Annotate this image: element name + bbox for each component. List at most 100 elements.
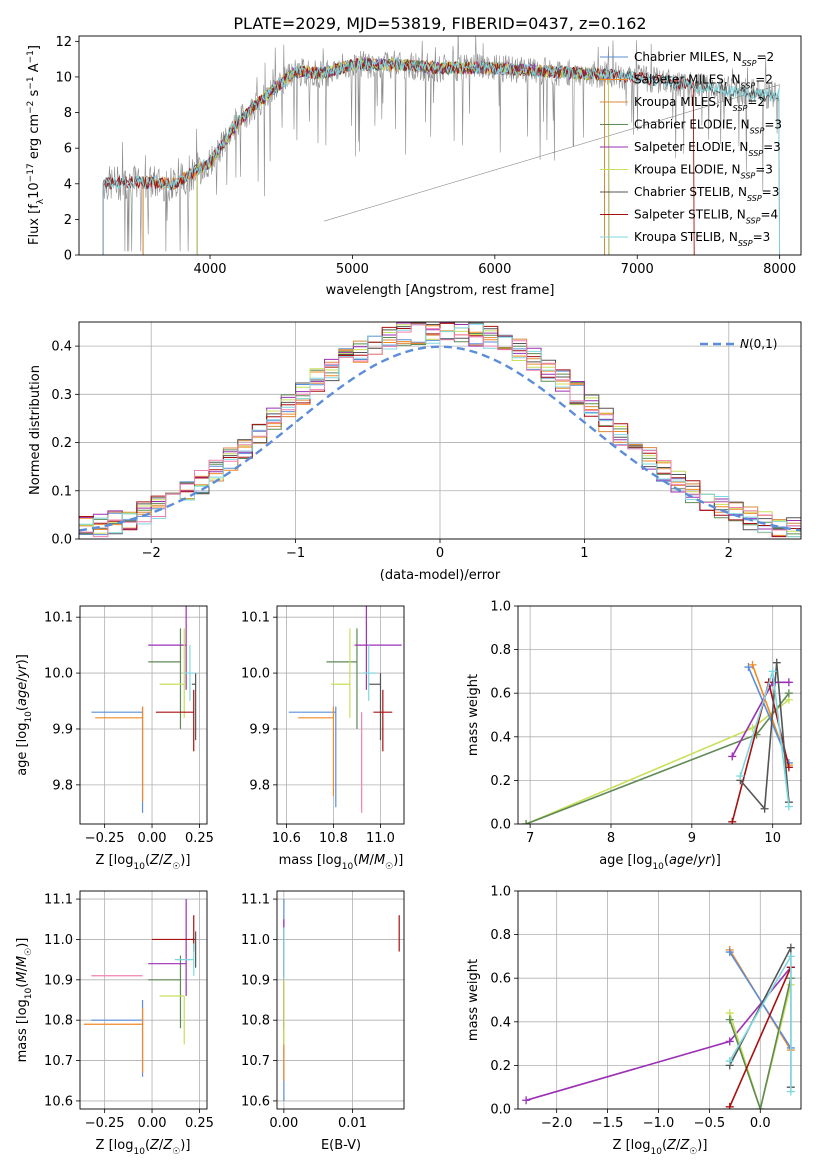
y-tick-label: 12: [55, 35, 72, 50]
ebv-mass-panel: 0.00 0.01 10.6 10.7 10.8 10.9 11.0 11.1 E(B-V): [241, 890, 405, 1153]
z-mass-y-label: mass [log10(M/M☉)]: [15, 938, 34, 1063]
y-tick-label: 0.2: [490, 1059, 511, 1074]
x-tick-label: −0.25: [85, 1116, 125, 1131]
y-tick-label: 0.4: [490, 730, 511, 745]
weight-line: [729, 951, 792, 1049]
z-age-y-label: age [log10(age/yr)]: [15, 654, 34, 776]
y-tick-label: 10.7: [44, 1054, 73, 1069]
data-marker: [784, 802, 793, 811]
y-tick-label: 11.1: [241, 893, 270, 908]
age-weight-panel: 7 8 9 10 0.0 0.2 0.4 0.6 0.8 1.0 age [log10(age/yr…: [466, 600, 802, 872]
weight-line: [728, 978, 792, 1109]
legend-label: Chabrier STELIB, NSSP=3: [634, 185, 779, 203]
x-tick-label: 7: [526, 831, 534, 846]
x-tick-label: 11.0: [366, 831, 395, 846]
weight-line: [728, 966, 792, 1108]
x-tick-label: 10.6: [272, 831, 301, 846]
x-tick-label: 9: [688, 831, 696, 846]
z-mass-x-label: Z [log10(Z/Z☉)]: [96, 1138, 191, 1157]
plot-area: [83, 899, 197, 1077]
age-weight-x-label: age [log10(age/yr)]: [599, 853, 721, 872]
x-tick-label: 7000: [621, 262, 654, 277]
x-tick-label: −2: [142, 546, 161, 561]
x-tick-label: 0.0: [750, 1116, 771, 1131]
y-tick-label: 10.0: [241, 667, 270, 682]
weight-line: [525, 699, 790, 824]
axes-frame: [276, 605, 405, 825]
y-tick-label: 2: [64, 213, 72, 228]
x-tick-label: 2: [725, 546, 733, 561]
x-tick-label: 0.00: [138, 831, 167, 846]
residual-panel: −2 −1 0 1 2 0.0 0.1 0.2 0.3 0.4 (data-model)/error…: [28, 321, 802, 583]
data-marker: [728, 817, 737, 824]
y-tick-label: 0.6: [490, 972, 511, 987]
data-marker: [784, 689, 793, 698]
x-tick-label: 10.8: [319, 831, 348, 846]
residual-histogram: [79, 324, 801, 538]
y-tick-label: 4: [64, 177, 72, 192]
data-marker: [725, 1102, 734, 1109]
spectrum-x-label: wavelength [Angstrom, rest frame]: [326, 283, 555, 298]
y-tick-label: 10.9: [44, 973, 73, 988]
x-tick-label: −0.25: [85, 831, 125, 846]
y-tick-label: 10.6: [241, 1094, 270, 1109]
x-tick-label: 0.25: [185, 831, 214, 846]
y-tick-label: 10.1: [241, 611, 270, 626]
y-tick-label: 0.2: [490, 774, 511, 789]
y-tick-label: 9.8: [249, 778, 270, 793]
axes-frame: [78, 321, 802, 540]
model-spectrum: [102, 58, 695, 255]
x-tick-label: −0.5: [694, 1116, 726, 1131]
plot-area: [283, 899, 400, 1101]
legend-label: N(0,1): [740, 337, 777, 351]
y-tick-label: 11.0: [241, 933, 270, 948]
x-tick-label: 8: [607, 831, 615, 846]
y-tick-label: 0.1: [51, 484, 72, 499]
mass-age-panel: 10.6 10.8 11.0 9.8 9.9 10.0 10.1 mass [log10(M/…: [241, 605, 405, 872]
data-marker: [772, 658, 781, 667]
y-tick-label: 11.1: [44, 893, 73, 908]
x-tick-label: 1: [580, 546, 588, 561]
y-tick-label: 10.0: [44, 667, 73, 682]
data-marker: [786, 952, 795, 961]
x-tick-label: −1.5: [592, 1116, 624, 1131]
data-marker: [725, 948, 734, 957]
plot-area: [91, 606, 197, 813]
axes-frame: [79, 605, 208, 825]
z-weight-panel: −2.0 −1.5 −1.0 −0.5 0.0 0.0 0.2 0.4 0.6 0.8 1.0 Z […: [466, 885, 802, 1157]
data-marker: [744, 663, 753, 672]
y-tick-label: 0.4: [490, 1015, 511, 1030]
x-tick-label: 8000: [763, 262, 796, 277]
y-tick-label: 10.8: [44, 1014, 73, 1029]
y-tick-label: 8: [64, 106, 72, 121]
y-tick-label: 9.9: [52, 722, 73, 737]
data-marker: [784, 678, 793, 687]
y-tick-label: 11.0: [44, 933, 73, 948]
x-tick-label: −1: [286, 546, 305, 561]
data-marker: [768, 667, 777, 676]
y-tick-label: 0.0: [490, 818, 511, 833]
legend-label: Chabrier MILES, NSSP=2: [634, 50, 774, 68]
y-tick-label: 0.0: [490, 1103, 511, 1118]
legend-label: Kroupa ELODIE, NSSP=3: [634, 163, 773, 181]
z-mass-panel: −0.25 0.00 0.25 10.6 10.7 10.8 10.9 11.0 11.1 Z […: [15, 890, 214, 1157]
y-tick-label: 10.1: [44, 611, 73, 626]
x-tick-label: 0.00: [269, 1116, 298, 1131]
plot-area: [522, 943, 795, 1109]
x-tick-label: 0.25: [185, 1116, 214, 1131]
spectrum-title: PLATE=2029, MJD=53819, FIBERID=0437, z=0…: [233, 14, 646, 33]
plot-area: [102, 36, 781, 255]
x-tick-label: 0.00: [138, 1116, 167, 1131]
x-tick-label: 10: [764, 831, 781, 846]
residual-y-label: Normed distribution: [28, 365, 43, 495]
y-tick-label: 10.9: [241, 973, 270, 988]
axes-frame: [78, 35, 802, 256]
data-marker: [736, 772, 745, 781]
legend-label: Chabrier ELODIE, NSSP=3: [634, 118, 782, 136]
plot-area: [522, 658, 793, 824]
y-tick-label: 0: [64, 249, 72, 264]
data-marker: [522, 1096, 531, 1105]
legend-label: Kroupa STELIB, NSSP=3: [634, 230, 770, 248]
x-tick-label: 0: [436, 546, 444, 561]
y-tick-label: 0.4: [51, 340, 72, 355]
